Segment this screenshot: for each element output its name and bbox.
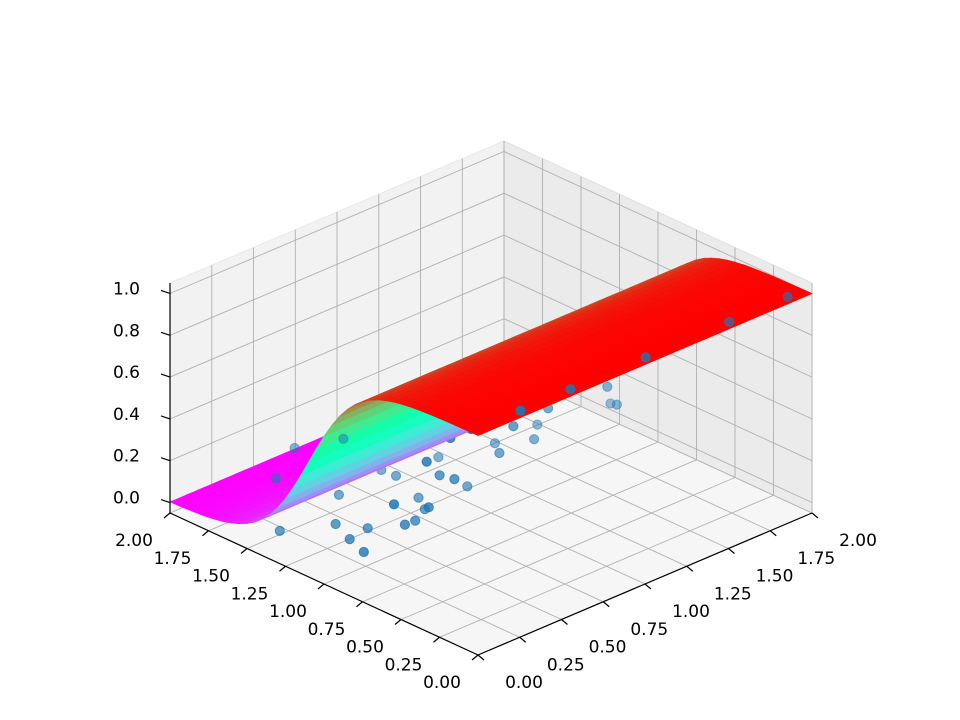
x-tick-label: 1.75: [797, 549, 835, 569]
x-tick-mark: [519, 636, 527, 643]
z-tick-mark: [160, 415, 171, 420]
scatter-point: [358, 546, 369, 558]
scatter-point: [362, 523, 373, 534]
scatter-point: [390, 470, 402, 481]
x-tick-mark: [769, 530, 777, 537]
scatter-point: [330, 518, 341, 530]
y-tick-label: 2.00: [115, 531, 153, 551]
y-tick-label: 0.75: [308, 620, 346, 640]
scatter-point: [462, 481, 473, 492]
y-tick-label: 1.25: [231, 584, 269, 604]
scatter-point: [724, 316, 735, 327]
x-tick-mark: [686, 565, 694, 572]
y-tick-label: 0.25: [385, 655, 423, 675]
y-tick-mark: [317, 583, 325, 590]
z-tick-mark: [160, 498, 171, 504]
scatter-point: [344, 534, 355, 545]
scatter-point: [532, 419, 543, 430]
y-tick-mark: [279, 565, 286, 572]
y-tick-mark: [394, 619, 402, 625]
x-tick-mark: [811, 512, 819, 519]
scatter-point: [289, 442, 300, 454]
z-tick-label: 1.0: [113, 280, 140, 300]
scatter-point: [489, 438, 500, 449]
y-tick-mark: [163, 512, 171, 519]
z-tick-mark: [160, 331, 171, 336]
grid-line-z: [169, 151, 813, 294]
scatter-point: [782, 291, 793, 303]
x-tick-label: 0.25: [547, 655, 585, 675]
scatter-point: [508, 421, 519, 432]
scatter-point: [338, 433, 349, 444]
y-tick-mark: [471, 654, 479, 661]
scatter-point: [274, 525, 285, 537]
y-tick-mark: [240, 548, 248, 554]
scatter-point: [388, 499, 400, 510]
surface-patch: [469, 428, 488, 436]
scatter-point: [423, 502, 434, 513]
x-tick-label: 2.00: [839, 531, 877, 551]
y-tick-mark: [433, 636, 440, 643]
x-tick-label: 0.50: [589, 638, 627, 658]
y-tick-label: 1.50: [192, 567, 230, 587]
scatter-point: [333, 489, 344, 500]
z-tick-mark: [160, 457, 171, 462]
y-tick-label: 0.00: [423, 673, 461, 693]
z-tick-mark: [160, 373, 171, 378]
x-tick-label: 1.50: [756, 567, 794, 587]
y-tick-label: 0.50: [346, 638, 384, 658]
z-tick-label: 0.6: [113, 363, 140, 383]
scatter-point: [529, 434, 540, 445]
x-tick-label: 0.00: [505, 673, 543, 693]
scatter-front: [270, 291, 793, 484]
y-tick-mark: [202, 530, 209, 537]
scatter-point: [602, 381, 613, 392]
x-tick-mark: [644, 583, 652, 590]
y-tick-label: 1.00: [269, 602, 307, 622]
y-tick-mark: [356, 601, 363, 608]
surface-plot: [169, 257, 813, 525]
scatter-point: [494, 447, 505, 459]
scatter-point: [410, 515, 421, 526]
y-tick-label: 1.75: [154, 549, 192, 569]
x-tick-mark: [561, 619, 568, 625]
grid-line-z: [169, 318, 813, 462]
scatter-point: [565, 384, 576, 395]
x-tick-mark: [477, 654, 485, 661]
scatter-point: [449, 474, 460, 485]
grid-line-z: [169, 276, 813, 420]
x-tick-mark: [602, 601, 610, 608]
z-tick-label: 0.2: [113, 447, 140, 467]
z-tick-label: 0.4: [113, 405, 140, 425]
scatter-point: [515, 405, 526, 416]
z-tick-label: 0.8: [113, 321, 140, 341]
scatter-point: [611, 399, 623, 410]
z-tick-mark: [160, 289, 171, 295]
x-tick-mark: [728, 548, 735, 554]
scatter-point: [413, 492, 424, 503]
scatter-point: [421, 456, 432, 467]
scatter-point: [434, 470, 445, 481]
x-tick-label: 1.00: [672, 602, 710, 622]
x-tick-label: 1.25: [714, 584, 752, 604]
scatter-point: [640, 352, 651, 363]
z-tick-label: 0.0: [113, 489, 140, 509]
tick-labels: 0.000.250.500.751.001.251.501.752.000.00…: [113, 280, 877, 694]
scatter-point: [605, 398, 616, 409]
scatter-point: [433, 452, 444, 463]
scatter-point: [399, 519, 410, 530]
scatter-point: [270, 473, 281, 484]
x-tick-label: 0.75: [630, 620, 668, 640]
